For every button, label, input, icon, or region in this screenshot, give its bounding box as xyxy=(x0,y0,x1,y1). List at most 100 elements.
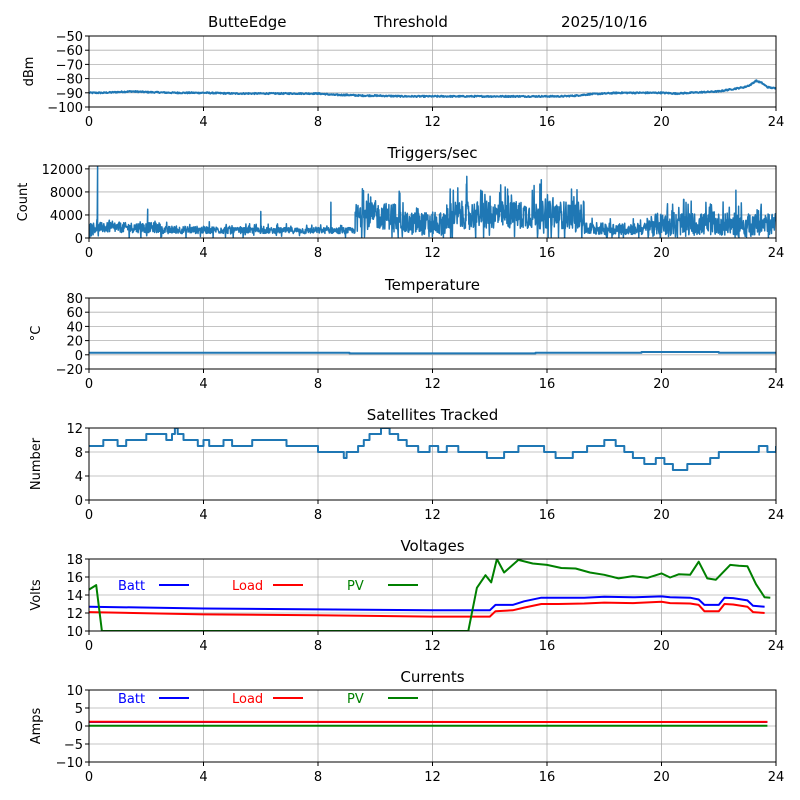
series-line-pv xyxy=(89,559,771,631)
y-tick-label: 14 xyxy=(66,589,83,604)
legend-label-batt: Batt xyxy=(118,579,145,594)
y-tick-label: −60 xyxy=(56,44,83,59)
x-tick-label: 4 xyxy=(199,115,207,130)
y-tick-label: −10 xyxy=(56,756,83,771)
y-axis-label: Amps xyxy=(29,707,44,744)
x-tick-label: 0 xyxy=(85,508,93,523)
y-tick-label: 40 xyxy=(66,320,83,335)
x-tick-label: 8 xyxy=(314,508,322,523)
y-tick-label: 60 xyxy=(66,306,83,321)
x-tick-label: 0 xyxy=(85,377,93,392)
series-line-temperature xyxy=(89,351,776,355)
x-tick-label: 0 xyxy=(85,770,93,785)
x-tick-label: 4 xyxy=(199,246,207,261)
chart-title: Currents xyxy=(400,668,464,686)
x-tick-label: 20 xyxy=(653,115,670,130)
y-tick-label: −80 xyxy=(56,73,83,88)
header-mode: Threshold xyxy=(373,13,448,31)
panel-triggers: 0 4 8 12 16 20 24 0 4000 8000 12000 Count Triggers/s… xyxy=(16,144,784,261)
x-tick-label: 8 xyxy=(314,377,322,392)
y-axis-label: Number xyxy=(29,437,44,490)
series-line-load xyxy=(89,600,765,618)
panel-voltages: 0 4 8 12 16 20 24 10 12 14 16 18 Volts Voltages Batt Lo… xyxy=(29,537,784,654)
y-tick-label: 12 xyxy=(66,422,83,437)
y-tick-label: 0 xyxy=(75,720,83,735)
y-tick-label: 80 xyxy=(66,292,83,307)
x-tick-label: 8 xyxy=(314,770,322,785)
y-tick-label: 10 xyxy=(66,625,83,640)
legend-label-pv: PV xyxy=(347,579,364,594)
x-tick-label: 4 xyxy=(199,639,207,654)
x-tick-label: 4 xyxy=(199,508,207,523)
x-tick-label: 12 xyxy=(424,770,441,785)
header-date: 2025/10/16 xyxy=(561,13,647,31)
series-line-triggers xyxy=(89,166,776,238)
x-tick-label: 8 xyxy=(314,115,322,130)
x-tick-label: 12 xyxy=(424,115,441,130)
y-tick-label: −100 xyxy=(47,101,83,116)
y-tick-label: 5 xyxy=(75,702,83,717)
y-tick-label: −20 xyxy=(56,363,83,378)
chart-title: Voltages xyxy=(400,537,464,555)
x-tick-label: 24 xyxy=(768,639,785,654)
x-tick-label: 12 xyxy=(424,377,441,392)
x-tick-label: 24 xyxy=(768,246,785,261)
y-tick-label: 0 xyxy=(75,494,83,509)
x-tick-label: 24 xyxy=(768,115,785,130)
x-tick-label: 20 xyxy=(653,246,670,261)
x-tick-label: 24 xyxy=(768,508,785,523)
x-tick-label: 12 xyxy=(424,639,441,654)
chart-title: Temperature xyxy=(384,276,480,294)
y-axis-label: °C xyxy=(29,326,44,342)
legend-label-load: Load xyxy=(232,692,263,707)
y-tick-label: 4 xyxy=(75,470,83,485)
x-tick-label: 0 xyxy=(85,639,93,654)
y-tick-label: 0 xyxy=(75,349,83,364)
y-tick-label: −70 xyxy=(56,58,83,73)
y-tick-label: 10 xyxy=(66,684,83,699)
y-axis-label: Count xyxy=(16,183,31,222)
y-tick-label: −50 xyxy=(56,30,83,45)
x-tick-label: 0 xyxy=(85,246,93,261)
x-tick-label: 24 xyxy=(768,377,785,392)
y-tick-label: 16 xyxy=(66,571,83,586)
legend-label-pv: PV xyxy=(347,692,364,707)
x-tick-label: 16 xyxy=(539,639,556,654)
y-axis-label: dBm xyxy=(22,57,37,87)
x-tick-label: 16 xyxy=(539,770,556,785)
y-tick-label: 8000 xyxy=(50,186,83,201)
x-tick-label: 0 xyxy=(85,115,93,130)
chart-title: Satellites Tracked xyxy=(367,406,498,424)
x-tick-label: 20 xyxy=(653,508,670,523)
x-tick-label: 16 xyxy=(539,115,556,130)
x-tick-label: 12 xyxy=(424,508,441,523)
x-tick-label: 8 xyxy=(314,246,322,261)
panel-currents: 0 4 8 12 16 20 24 −10 −5 0 5 10 Amps Currents Batt Load… xyxy=(29,668,784,785)
x-tick-label: 24 xyxy=(768,770,785,785)
series-line-noise xyxy=(89,79,776,98)
legend-label-batt: Batt xyxy=(118,692,145,707)
x-tick-label: 16 xyxy=(539,377,556,392)
panel-satellites: 0 4 8 12 16 20 24 0 4 8 12 Number Satellites Tracked xyxy=(29,406,784,523)
x-tick-label: 16 xyxy=(539,246,556,261)
series-line-batt xyxy=(89,595,765,612)
x-tick-label: 12 xyxy=(424,246,441,261)
y-tick-label: 12 xyxy=(66,607,83,622)
y-tick-label: 18 xyxy=(66,553,83,568)
chart-title: Triggers/sec xyxy=(387,144,478,162)
y-tick-label: 8 xyxy=(75,446,83,461)
x-tick-label: 4 xyxy=(199,770,207,785)
x-tick-label: 20 xyxy=(653,377,670,392)
y-axis-label: Volts xyxy=(29,579,44,611)
x-tick-label: 20 xyxy=(653,639,670,654)
panel-noise: 0 4 8 12 16 20 24 −100−90−80−70−60−50 dBm xyxy=(22,30,784,130)
x-tick-label: 8 xyxy=(314,639,322,654)
x-tick-label: 20 xyxy=(653,770,670,785)
y-tick-label: 4000 xyxy=(50,209,83,224)
y-tick-label: 0 xyxy=(75,232,83,247)
header-station: ButteEdge xyxy=(208,13,287,31)
y-tick-label: 20 xyxy=(66,335,83,350)
x-tick-label: 4 xyxy=(199,377,207,392)
